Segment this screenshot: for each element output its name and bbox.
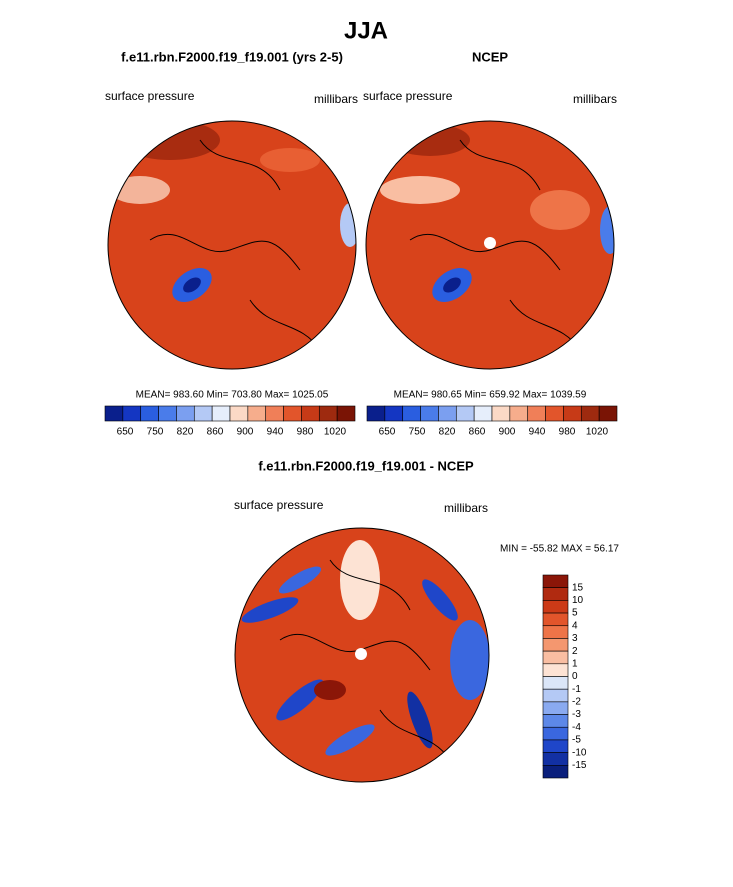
colorbar-box (301, 405, 320, 422)
colorbar-box (336, 405, 356, 422)
panel-left-label: surface pressure (234, 498, 324, 512)
colorbar-box (438, 405, 457, 422)
colorbar-box (420, 405, 439, 422)
colorbar-box (542, 663, 569, 677)
colorbar-box (318, 405, 338, 422)
colorbar-box (542, 765, 569, 779)
colorbar-label: -15 (572, 760, 587, 771)
colorbar-label: 2 (572, 646, 578, 657)
colorbar-box (542, 612, 569, 627)
colorbar-label: 3 (572, 633, 578, 644)
stats: MIN = -55.82 MAX = 56.17 (500, 544, 619, 555)
colorbar-box (527, 405, 546, 422)
colorbar-label: 820 (439, 427, 456, 438)
panel-title: f.e11.rbn.F2000.f19_f19.001 - NCEP (258, 458, 474, 473)
colorbar-label: 750 (409, 427, 426, 438)
panel-title: NCEP (472, 49, 508, 64)
map (235, 528, 489, 782)
colorbar-box (122, 405, 142, 422)
colorbar-label: 650 (117, 427, 134, 438)
colorbar-box (542, 739, 569, 753)
colorbar-label: 15 (572, 582, 584, 593)
colorbar-label: 980 (559, 427, 576, 438)
stats: MEAN= 983.60 Min= 703.80 Max= 1025.05 (136, 390, 329, 401)
colorbar-box (542, 714, 569, 728)
colorbar-box (542, 638, 569, 652)
panel-right-label: millibars (444, 501, 488, 515)
colorbar-box (402, 405, 421, 422)
colorbar-label: 1 (572, 658, 578, 669)
panel-title: f.e11.rbn.F2000.f19_f19.001 (yrs 2-5) (121, 49, 343, 64)
colorbar-box (247, 405, 267, 422)
colorbar-box (542, 752, 569, 766)
panel-left-label: surface pressure (105, 89, 195, 103)
colorbar-label: 0 (572, 671, 578, 682)
colorbar-label: 940 (529, 427, 546, 438)
colorbar-label: 940 (267, 427, 284, 438)
colorbar-box (384, 405, 404, 422)
colorbar-box (265, 405, 284, 422)
colorbar-box (542, 600, 569, 614)
colorbar-box (542, 574, 569, 588)
colorbar-box (283, 405, 302, 422)
colorbar-box (211, 405, 231, 422)
colorbar-label: -10 (572, 747, 587, 758)
colorbar-box (542, 625, 569, 639)
colorbar-box (229, 405, 249, 422)
colorbar-box (542, 676, 569, 690)
colorbar-box (545, 405, 564, 422)
colorbar-label: -1 (572, 684, 581, 695)
colorbar-box (580, 405, 600, 422)
colorbar-label: 860 (207, 427, 224, 438)
colorbar-label: 860 (469, 427, 486, 438)
colorbar-label: 750 (147, 427, 164, 438)
colorbar-label: 820 (177, 427, 194, 438)
colorbar-label: 10 (572, 595, 584, 606)
colorbar-box (509, 405, 529, 422)
colorbar-box (542, 587, 569, 601)
colorbar-box (542, 650, 569, 665)
colorbar-box (473, 405, 493, 422)
colorbar-label: 4 (572, 620, 578, 631)
colorbar-box (176, 405, 195, 422)
colorbar-box (366, 405, 386, 422)
colorbar-box (563, 405, 582, 422)
map (366, 121, 614, 369)
colorbar-label: 1020 (586, 427, 609, 438)
panel-right-label: millibars (573, 92, 617, 106)
stats: MEAN= 980.65 Min= 659.92 Max= 1039.59 (394, 390, 587, 401)
colorbar-label: -3 (572, 709, 581, 720)
colorbar-box (491, 405, 511, 422)
colorbar-label: 5 (572, 608, 578, 619)
main-title: JJA (344, 17, 388, 44)
colorbar-box (542, 726, 569, 741)
colorbar-box (542, 688, 569, 703)
colorbar-label: 650 (379, 427, 396, 438)
map (108, 121, 356, 369)
colorbar-box (598, 405, 618, 422)
colorbar-label: 900 (499, 427, 516, 438)
colorbar-box (140, 405, 159, 422)
map-border (365, 120, 615, 370)
colorbar-label: -4 (572, 722, 581, 733)
colorbar-label: 900 (237, 427, 254, 438)
map-border (107, 120, 357, 370)
panel-left-label: surface pressure (363, 89, 453, 103)
colorbar-box (158, 405, 177, 422)
colorbar-label: 1020 (324, 427, 347, 438)
colorbar-box (455, 405, 475, 422)
colorbar-box (542, 701, 569, 715)
colorbar-label: -5 (572, 735, 581, 746)
colorbar-label: 980 (297, 427, 314, 438)
colorbar-box (193, 405, 213, 422)
colorbar-label: -2 (572, 697, 581, 708)
colorbar-box (104, 405, 124, 422)
map-border (234, 527, 490, 783)
panel-right-label: millibars (314, 92, 358, 106)
